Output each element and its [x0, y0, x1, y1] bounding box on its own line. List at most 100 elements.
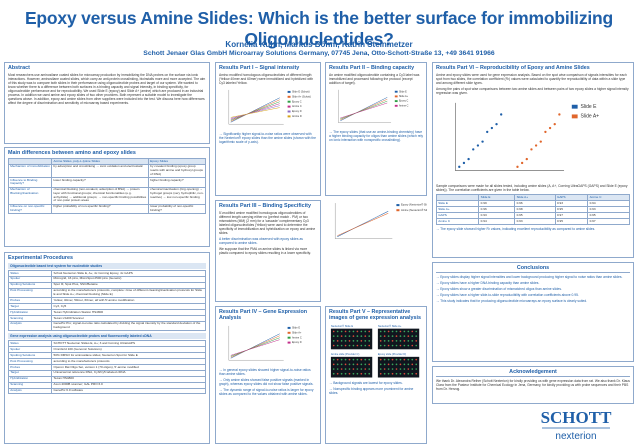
- spot: [399, 372, 402, 375]
- spot: [379, 358, 382, 361]
- spot: [364, 340, 367, 342]
- spot: [348, 368, 351, 370]
- table-cell: Analysis: [7, 320, 53, 332]
- scatter-dot: [544, 130, 547, 134]
- spot: [356, 368, 359, 370]
- spot: [364, 330, 367, 333]
- series-line: [230, 107, 280, 118]
- scatter-dot: [467, 157, 470, 161]
- legend-swatch: [394, 104, 398, 107]
- spot: [360, 330, 363, 333]
- table-cell: 0.95: [514, 212, 556, 219]
- series-line: [340, 97, 388, 122]
- table-cell: 0.97: [587, 217, 630, 225]
- image-label: Epoxy slide (Provider D): [378, 352, 406, 356]
- spot: [407, 335, 410, 338]
- table-cell: Analysis: [7, 387, 53, 395]
- finding: → The epoxy slides (that use an amine-bi…: [329, 130, 424, 143]
- spot: [368, 340, 371, 342]
- table-cell: Slide A+: [435, 206, 480, 214]
- spot: [387, 330, 390, 333]
- spot: [332, 358, 335, 361]
- paragraph: Amine and epoxy slides were used for gen…: [436, 73, 627, 85]
- spot: [356, 344, 359, 347]
- series-line: [337, 213, 389, 236]
- table-row: GAPS 0.93 0.95 0.97 0.95: [435, 212, 630, 219]
- spot: [368, 335, 371, 338]
- spot: [336, 344, 339, 347]
- affiliation: Schott Jenaer Glas GmbH Microarray Solut…: [143, 50, 495, 57]
- spot: [332, 372, 335, 375]
- table-row: Slide E Slide A+ GAPS Amine C: [435, 194, 630, 202]
- table-cell: Post Processing: [7, 287, 53, 299]
- paragraph: Among the pairs of spot wise comparisons…: [436, 87, 629, 95]
- legend-label: Slide E: [292, 326, 300, 329]
- chart: Slide E Slide A+ Amine C Epoxy D: [228, 325, 302, 361]
- table-row: Amine C 0.94 0.93 0.95 0.97: [435, 217, 630, 225]
- section-heading: Acknowledgement: [436, 369, 630, 377]
- scatter-dot: [481, 140, 484, 143]
- poster-section: Acknowledgement We thank Dr. Alexandra Re…: [432, 366, 634, 404]
- scatter-dot: [520, 161, 524, 165]
- spot: [360, 344, 363, 347]
- scatter-dot: [539, 140, 542, 143]
- legend-swatch: [287, 341, 291, 344]
- table-cell: by adsorption and crosslinking → ionic o…: [51, 163, 149, 179]
- spot: [356, 340, 359, 342]
- finding: → The epoxy slide showed higher R² value…: [436, 226, 596, 231]
- paragraph: We suppose that the PMA on amine slides …: [219, 247, 311, 255]
- spot: [360, 340, 363, 342]
- spot: [360, 358, 363, 361]
- table-cell: Slide E: [435, 200, 480, 208]
- spot: [379, 368, 382, 370]
- spot: [344, 372, 347, 375]
- subheading: Gene expression analysis using oligonucl…: [8, 333, 206, 340]
- legend-label: Epoxy (Nexterion® Slide E): [401, 203, 427, 207]
- table-cell: Spotting Solutions: [7, 281, 53, 289]
- spot: [344, 330, 347, 333]
- legend-label: Amine C: [292, 105, 302, 108]
- spot: [407, 344, 410, 347]
- scatter-dot: [530, 148, 533, 151]
- legend-label: Amine C: [399, 104, 409, 107]
- spot: [352, 335, 355, 338]
- array-image: [330, 328, 373, 350]
- finding: → In general epoxy slides showed higher …: [219, 368, 311, 377]
- spot: [399, 344, 402, 347]
- legend-label: Epoxy D: [292, 110, 302, 113]
- spot: [415, 340, 418, 342]
- spot: [399, 330, 402, 333]
- legend-label: Amine D: [292, 115, 302, 118]
- spot: [344, 368, 347, 370]
- legend-swatch: [396, 209, 400, 212]
- table-cell: Influence on non-specific binding?: [7, 203, 53, 215]
- table-cell: Amine C: [587, 194, 630, 202]
- spot: [415, 363, 418, 366]
- spot: [387, 340, 390, 342]
- spot: [356, 372, 359, 375]
- section-heading: Abstract: [8, 65, 30, 71]
- spot: [387, 358, 390, 361]
- spot: [399, 368, 402, 370]
- spot: [383, 368, 386, 370]
- scatter-dot: [490, 126, 494, 130]
- table-cell: Amine C: [435, 217, 480, 225]
- spot: [383, 340, 386, 342]
- spot: [344, 340, 347, 342]
- legend-swatch: [571, 104, 578, 109]
- legend-label: Slide E: [399, 90, 407, 93]
- spot: [348, 363, 351, 366]
- paragraph: Sample comparisons were made for all sli…: [436, 184, 628, 193]
- table-cell: lower probability of non-specific bindin…: [147, 203, 207, 215]
- series-line: [230, 99, 280, 122]
- chart: Epoxy (Nexterion® Slide E)Amine (Nexteri…: [335, 203, 427, 239]
- legend-label: Slide E (Schott): [292, 90, 310, 93]
- spot: [340, 340, 343, 342]
- legend-label: Amine (Nexterion® Slide A+): [401, 208, 427, 212]
- table-row: Scanning Tecan LS400 Scanner: [7, 314, 206, 322]
- spot: [340, 363, 343, 366]
- section-heading: Results Part IV – Gene Expression Analys…: [219, 309, 308, 321]
- spot: [395, 344, 398, 347]
- spot: [391, 358, 394, 361]
